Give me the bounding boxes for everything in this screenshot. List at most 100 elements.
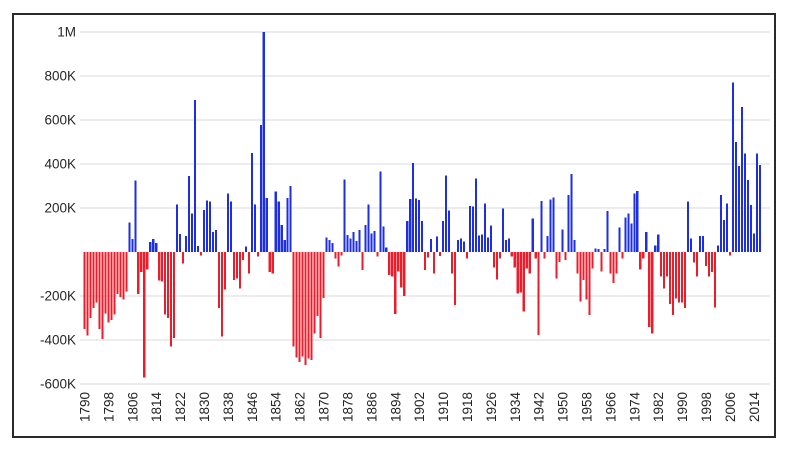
bar-1972	[627, 213, 630, 252]
bar-1876	[340, 252, 343, 256]
bar-1979	[648, 252, 651, 327]
bar-1794	[95, 252, 98, 303]
x-axis-tick-label-1846: 1846	[245, 392, 260, 422]
bar-1900	[412, 162, 415, 252]
bar-2002	[716, 245, 720, 252]
bar-1924	[483, 203, 486, 252]
bar-1817	[164, 252, 167, 315]
bar-1877	[343, 179, 346, 252]
bar-1921	[474, 178, 477, 252]
x-axis-tick-label-1790: 1790	[78, 392, 93, 422]
bar-1820	[173, 252, 176, 338]
bar-1874	[334, 252, 337, 259]
bar-1889	[379, 171, 382, 252]
x-axis-tick-label-1798: 1798	[101, 392, 116, 422]
x-axis-tick-label-1894: 1894	[388, 392, 403, 423]
bar-1858	[286, 198, 289, 252]
bar-1848	[256, 252, 259, 257]
bar-1870	[322, 252, 325, 299]
bar-1970	[621, 252, 624, 259]
bar-1896	[400, 252, 403, 288]
bar-1827	[194, 100, 197, 252]
bar-1941	[534, 252, 537, 259]
bar-1933	[510, 252, 513, 257]
bar-1810	[143, 252, 146, 378]
bar-1854	[274, 191, 277, 252]
bar-1930	[501, 208, 504, 252]
x-axis-tick-label-1862: 1862	[293, 392, 308, 422]
bar-1904	[424, 252, 427, 271]
x-axis-tick-label-1910: 1910	[436, 392, 451, 422]
bar-1894	[394, 252, 397, 315]
bar-1905	[427, 252, 430, 258]
bar-1952	[567, 195, 570, 252]
bar-1955	[576, 252, 579, 274]
bar-1878	[346, 235, 349, 252]
x-axis-tick-label-1990: 1990	[675, 392, 690, 422]
bar-1912	[447, 210, 451, 252]
bar-2013	[749, 204, 752, 252]
bar-1893	[391, 252, 394, 277]
bar-1940	[531, 218, 534, 252]
bar-1890	[382, 226, 385, 252]
bar-1947	[552, 197, 555, 252]
bar-1928	[495, 252, 498, 280]
bar-1834	[214, 230, 218, 252]
bar-1927	[492, 252, 495, 268]
x-axis-tick-label-1998: 1998	[699, 392, 714, 422]
y-axis-tick-label: 600K	[44, 113, 76, 128]
bar-1803	[122, 252, 125, 300]
bar-1842	[238, 252, 241, 289]
bar-1968	[615, 252, 618, 274]
bar-1891	[385, 247, 388, 252]
bar-1800	[113, 252, 116, 315]
bar-1852	[268, 252, 271, 272]
y-axis-tick-label: -200K	[40, 289, 76, 304]
bar-1822	[179, 233, 182, 252]
bar-1791	[86, 252, 89, 336]
x-axis-tick-label-1926: 1926	[484, 392, 499, 422]
bar-1806	[131, 238, 134, 252]
bar-1990	[681, 252, 684, 303]
bar-1816	[161, 252, 164, 282]
bar-1802	[119, 252, 122, 298]
bar-1840	[232, 252, 235, 280]
bar-1994	[693, 252, 696, 263]
bar-1899	[409, 198, 412, 252]
bar-1836	[220, 252, 223, 337]
x-axis-tick-label-1966: 1966	[603, 392, 618, 422]
bar-1875	[337, 252, 340, 267]
bar-1996	[698, 235, 702, 252]
bar-1855	[277, 201, 280, 252]
bar-1860	[292, 252, 295, 347]
bar-1949	[558, 252, 561, 262]
bar-1917	[462, 241, 466, 252]
bar-2010	[740, 107, 743, 253]
bar-1962	[597, 248, 600, 252]
bar-1931	[504, 239, 507, 252]
bar-1982	[657, 234, 660, 252]
bar-1831	[205, 200, 209, 252]
x-axis-tick-label-1870: 1870	[317, 392, 332, 422]
bar-1957	[582, 252, 585, 280]
bar-1828	[197, 246, 200, 252]
bar-1913	[450, 252, 454, 274]
bar-2003	[719, 195, 723, 252]
bar-1798	[107, 252, 110, 323]
bar-1959	[588, 252, 591, 315]
bar-1868	[316, 252, 319, 316]
bar-1948	[555, 252, 558, 279]
bar-1887	[373, 231, 376, 252]
bar-1832	[208, 201, 212, 252]
bar-1943	[540, 200, 543, 252]
bar-1813	[152, 238, 155, 252]
bar-1909	[439, 252, 442, 256]
bar-1897	[403, 252, 406, 296]
bar-1929	[498, 252, 501, 259]
bar-1986	[669, 252, 672, 304]
bar-1845	[247, 252, 250, 274]
bar-1997	[701, 235, 705, 252]
bar-1914	[453, 252, 457, 305]
